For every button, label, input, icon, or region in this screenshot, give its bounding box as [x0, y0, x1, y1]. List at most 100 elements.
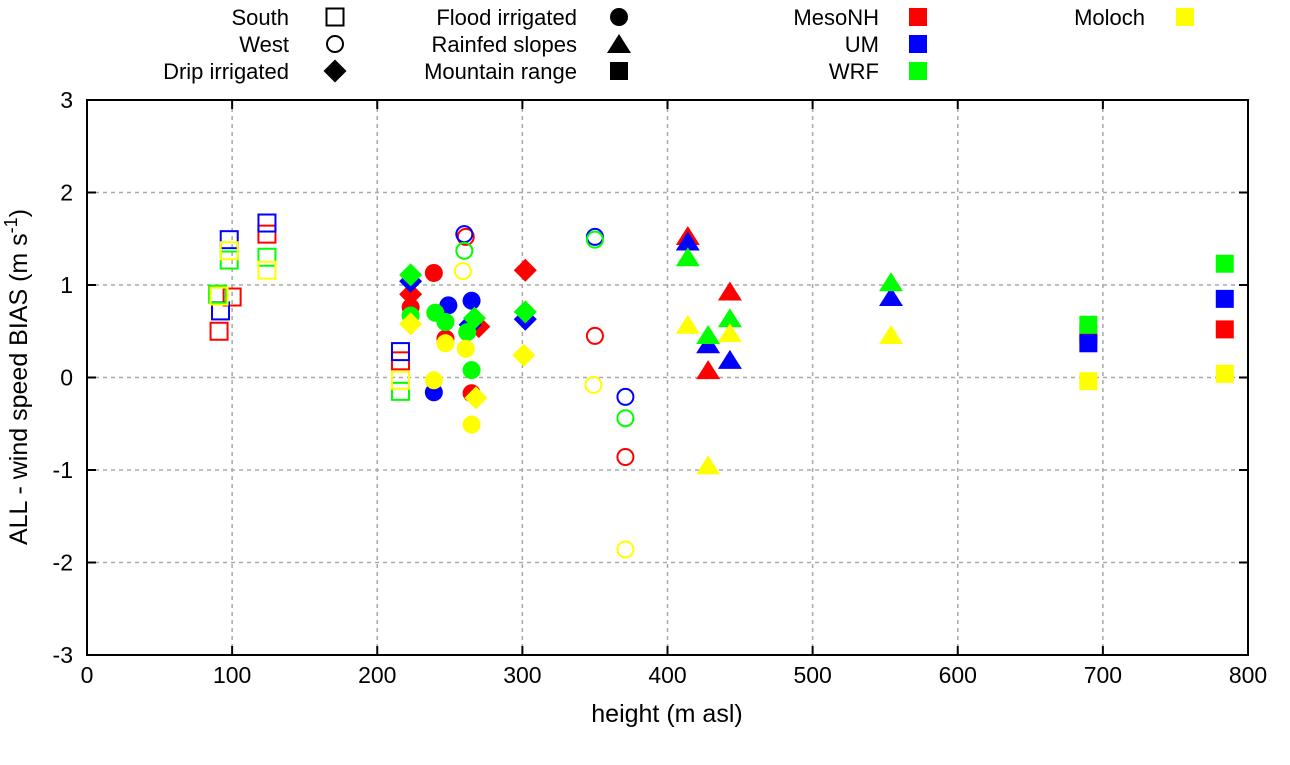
legend-label: Mountain range — [424, 59, 577, 84]
data-point — [878, 287, 903, 307]
data-point — [390, 370, 410, 390]
data-point — [257, 247, 277, 267]
legend-marker-color — [1176, 8, 1194, 26]
data-point — [456, 339, 475, 358]
y-tick-label: -3 — [53, 642, 73, 668]
y-axis-label-text-end: ) — [5, 209, 33, 217]
data-point — [512, 343, 536, 367]
x-tick-label: 800 — [1229, 662, 1267, 688]
data-point — [696, 360, 721, 380]
legend-label: Drip irrigated — [163, 59, 289, 84]
x-tick-label: 0 — [81, 662, 94, 688]
legend-marker-triangle — [607, 34, 631, 53]
data-point — [717, 308, 742, 328]
legend-marker-color — [909, 8, 927, 26]
data-point — [717, 323, 742, 343]
data-point — [696, 455, 721, 475]
y-axis-label: ALL - wind speed BIAS (m s-1) — [1, 209, 33, 545]
data-point — [399, 263, 423, 287]
data-point — [585, 326, 604, 345]
data-point — [616, 448, 635, 467]
x-tick-label: 300 — [503, 662, 541, 688]
data-point — [439, 296, 458, 315]
data-point — [455, 241, 474, 260]
data-point — [399, 312, 423, 336]
data-point — [208, 284, 228, 304]
y-tick-label: -2 — [53, 550, 73, 576]
legend-label: West — [239, 32, 289, 57]
data-point — [878, 324, 903, 344]
data-point — [209, 321, 229, 341]
x-tick-label: 200 — [358, 662, 396, 688]
y-axis-label-superscript: -1 — [1, 217, 21, 233]
data-point — [257, 213, 277, 233]
x-tick-label: 700 — [1084, 662, 1122, 688]
legend-label: Flood irrigated — [436, 5, 577, 30]
data-point — [436, 334, 455, 353]
data-point — [675, 314, 700, 334]
data-point — [222, 287, 242, 307]
data-point — [219, 230, 239, 250]
data-point — [513, 258, 537, 282]
data-point — [1215, 289, 1234, 308]
data-point — [424, 371, 443, 390]
y-tick-label: 0 — [60, 365, 73, 391]
data-point — [219, 241, 239, 261]
y-axis-label-text: ALL - wind speed BIAS (m s — [5, 233, 33, 545]
data-point — [209, 286, 229, 306]
data-point — [464, 386, 488, 410]
x-tick-label: 600 — [939, 662, 977, 688]
legend-label: Moloch — [1074, 5, 1145, 30]
data-point — [675, 231, 700, 251]
data-point — [696, 324, 721, 344]
data-point — [878, 272, 903, 292]
data-point — [616, 540, 635, 559]
data-point — [513, 300, 537, 324]
y-tick-label: 1 — [60, 272, 73, 298]
data-point — [1079, 334, 1098, 353]
data-point — [257, 224, 277, 244]
data-point — [424, 263, 443, 282]
legend-marker-color — [909, 62, 927, 80]
legend-marker-diamond — [323, 59, 347, 83]
x-tick-label: 100 — [213, 662, 251, 688]
data-point — [458, 323, 477, 342]
x-axis-label: height (m asl) — [591, 700, 742, 728]
legend-label: UM — [845, 32, 879, 57]
data-point — [675, 247, 700, 267]
data-point — [717, 349, 742, 369]
data-point — [585, 230, 604, 249]
data-point — [390, 381, 410, 401]
data-point — [462, 361, 481, 380]
axes-layer: 0 100 200 300 400 500 600 700 800 -3 -2 -1 0 1 2 3 — [53, 87, 1268, 688]
legend-label: WRF — [829, 59, 879, 84]
legend-marker-circle-open — [326, 35, 344, 53]
data-point — [462, 291, 481, 310]
data-point — [399, 282, 423, 306]
data-point — [1215, 320, 1234, 339]
legend-label: South — [232, 5, 290, 30]
legend-marker-color — [909, 35, 927, 53]
x-tick-label: 500 — [793, 662, 831, 688]
y-tick-label: -1 — [53, 457, 73, 483]
x-tick-label: 400 — [648, 662, 686, 688]
legend-marker-circle — [610, 8, 628, 26]
data-point — [717, 281, 742, 301]
data-point — [616, 409, 635, 428]
y-tick-label: 3 — [60, 87, 73, 113]
data-point — [462, 415, 481, 434]
data-point — [1215, 364, 1234, 383]
legend-label: MesoNH — [793, 5, 879, 30]
legend-marker-square-open — [325, 7, 345, 27]
data-point — [584, 375, 603, 394]
data-point — [257, 260, 277, 280]
data-point — [1079, 315, 1098, 334]
data-point — [1079, 372, 1098, 391]
legend-marker-square — [610, 62, 628, 80]
legend-label: Rainfed slopes — [431, 32, 577, 57]
grid-layer — [87, 100, 1248, 655]
data-points-layer — [208, 213, 1234, 559]
